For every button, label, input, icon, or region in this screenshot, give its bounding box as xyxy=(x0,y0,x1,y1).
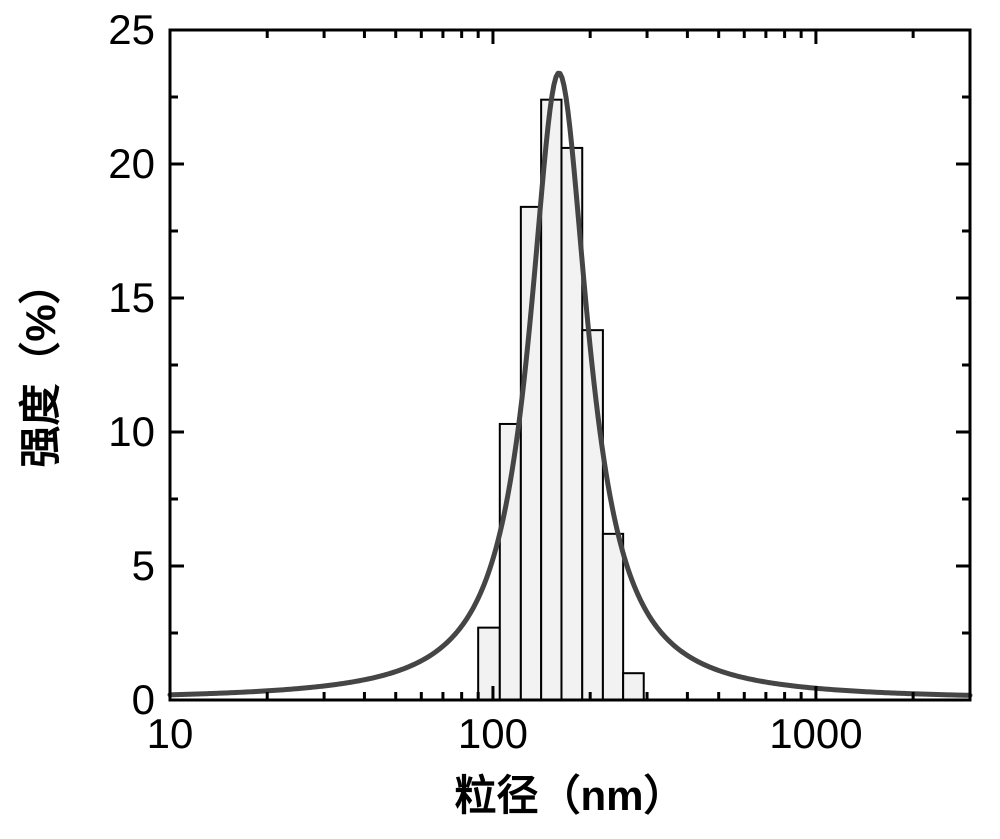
x-axis-label: 粒径（nm） xyxy=(454,772,685,819)
x-tick-label: 1000 xyxy=(769,710,862,757)
x-tick-label: 100 xyxy=(458,710,528,757)
histogram-bar xyxy=(603,534,623,700)
y-tick-label: 5 xyxy=(132,542,155,589)
y-axis-label: 强度（%） xyxy=(17,262,64,467)
histogram-bar xyxy=(478,628,500,700)
y-tick-label: 25 xyxy=(108,6,155,53)
y-tick-label: 20 xyxy=(108,140,155,187)
y-tick-label: 15 xyxy=(108,274,155,321)
bars-group xyxy=(478,100,644,700)
histogram-bar xyxy=(623,673,644,700)
chart-svg: 1010010000510152025粒径（nm）强度（%） xyxy=(0,0,1000,839)
histogram-bar xyxy=(500,424,521,700)
y-tick-label: 10 xyxy=(108,408,155,455)
particle-size-chart: 1010010000510152025粒径（nm）强度（%） xyxy=(0,0,1000,839)
y-tick-label: 0 xyxy=(132,676,155,723)
histogram-bar xyxy=(521,207,541,700)
